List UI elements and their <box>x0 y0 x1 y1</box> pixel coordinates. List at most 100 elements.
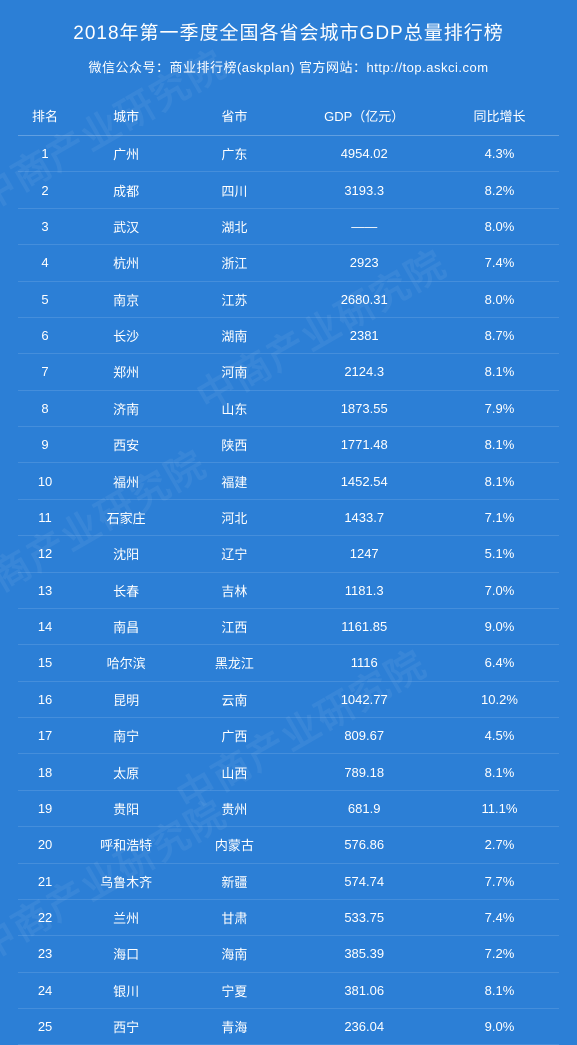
cell-gdp: 1433.7 <box>288 499 439 535</box>
cell-rank: 13 <box>18 572 72 608</box>
cell-province: 青海 <box>180 1009 288 1045</box>
cell-city: 南昌 <box>72 608 180 644</box>
col-header-rank: 排名 <box>18 96 72 136</box>
cell-rank: 3 <box>18 208 72 244</box>
cell-city: 沈阳 <box>72 536 180 572</box>
cell-growth: 9.0% <box>440 1009 559 1045</box>
table-row: 25西宁青海236.049.0% <box>18 1009 559 1045</box>
cell-gdp: 1452.54 <box>288 463 439 499</box>
cell-rank: 6 <box>18 317 72 353</box>
cell-city: 兰州 <box>72 899 180 935</box>
cell-growth: 8.1% <box>440 754 559 790</box>
cell-growth: 8.1% <box>440 427 559 463</box>
cell-rank: 15 <box>18 645 72 681</box>
cell-growth: 7.9% <box>440 390 559 426</box>
cell-province: 云南 <box>180 681 288 717</box>
cell-province: 新疆 <box>180 863 288 899</box>
cell-province: 甘肃 <box>180 899 288 935</box>
cell-city: 昆明 <box>72 681 180 717</box>
cell-rank: 5 <box>18 281 72 317</box>
table-row: 9西安陕西1771.488.1% <box>18 427 559 463</box>
cell-province: 四川 <box>180 172 288 208</box>
cell-growth: 4.3% <box>440 136 559 172</box>
cell-rank: 25 <box>18 1009 72 1045</box>
cell-gdp: 1247 <box>288 536 439 572</box>
cell-province: 浙江 <box>180 245 288 281</box>
cell-province: 贵州 <box>180 790 288 826</box>
cell-province: 河北 <box>180 499 288 535</box>
cell-rank: 9 <box>18 427 72 463</box>
table-row: 23海口海南385.397.2% <box>18 936 559 972</box>
cell-growth: 7.0% <box>440 572 559 608</box>
table-header-row: 排名 城市 省市 GDP（亿元） 同比增长 <box>18 96 559 136</box>
cell-gdp: —— <box>288 208 439 244</box>
cell-rank: 12 <box>18 536 72 572</box>
ranking-table: 排名 城市 省市 GDP（亿元） 同比增长 1广州广东4954.024.3%2成… <box>18 96 559 1045</box>
table-row: 10福州福建1452.548.1% <box>18 463 559 499</box>
cell-growth: 7.7% <box>440 863 559 899</box>
cell-city: 长沙 <box>72 317 180 353</box>
cell-city: 武汉 <box>72 208 180 244</box>
table-row: 5南京江苏2680.318.0% <box>18 281 559 317</box>
cell-gdp: 576.86 <box>288 827 439 863</box>
col-header-province: 省市 <box>180 96 288 136</box>
table-row: 13长春吉林1181.37.0% <box>18 572 559 608</box>
cell-growth: 5.1% <box>440 536 559 572</box>
cell-gdp: 1181.3 <box>288 572 439 608</box>
cell-city: 成都 <box>72 172 180 208</box>
cell-growth: 7.4% <box>440 245 559 281</box>
cell-rank: 14 <box>18 608 72 644</box>
cell-growth: 8.0% <box>440 208 559 244</box>
cell-growth: 8.7% <box>440 317 559 353</box>
cell-growth: 11.1% <box>440 790 559 826</box>
cell-province: 湖北 <box>180 208 288 244</box>
cell-city: 长春 <box>72 572 180 608</box>
cell-province: 山西 <box>180 754 288 790</box>
cell-city: 杭州 <box>72 245 180 281</box>
cell-province: 江西 <box>180 608 288 644</box>
cell-province: 山东 <box>180 390 288 426</box>
cell-city: 石家庄 <box>72 499 180 535</box>
table-row: 4杭州浙江29237.4% <box>18 245 559 281</box>
table-row: 22兰州甘肃533.757.4% <box>18 899 559 935</box>
cell-province: 福建 <box>180 463 288 499</box>
cell-growth: 9.0% <box>440 608 559 644</box>
table-row: 20呼和浩特内蒙古576.862.7% <box>18 827 559 863</box>
table-row: 6长沙湖南23818.7% <box>18 317 559 353</box>
subtitle-prefix: 微信公众号：商业排行榜(askplan) <box>88 60 294 75</box>
cell-gdp: 385.39 <box>288 936 439 972</box>
cell-rank: 4 <box>18 245 72 281</box>
table-row: 12沈阳辽宁12475.1% <box>18 536 559 572</box>
cell-province: 吉林 <box>180 572 288 608</box>
table-row: 15哈尔滨黑龙江11166.4% <box>18 645 559 681</box>
cell-province: 广西 <box>180 718 288 754</box>
cell-rank: 16 <box>18 681 72 717</box>
cell-gdp: 4954.02 <box>288 136 439 172</box>
cell-province: 湖南 <box>180 317 288 353</box>
subtitle-site-label: 官方网站： <box>299 60 367 75</box>
cell-rank: 24 <box>18 972 72 1008</box>
cell-province: 河南 <box>180 354 288 390</box>
table-row: 8济南山东1873.557.9% <box>18 390 559 426</box>
cell-province: 江苏 <box>180 281 288 317</box>
cell-rank: 20 <box>18 827 72 863</box>
table-row: 2成都四川3193.38.2% <box>18 172 559 208</box>
cell-gdp: 3193.3 <box>288 172 439 208</box>
cell-growth: 7.2% <box>440 936 559 972</box>
cell-province: 陕西 <box>180 427 288 463</box>
page-subtitle: 微信公众号：商业排行榜(askplan) 官方网站：http://top.ask… <box>10 57 567 76</box>
subtitle-site-url: http://top.askci.com <box>367 60 489 75</box>
cell-growth: 8.1% <box>440 354 559 390</box>
table-row: 17南宁广西809.674.5% <box>18 718 559 754</box>
cell-growth: 8.2% <box>440 172 559 208</box>
cell-province: 广东 <box>180 136 288 172</box>
cell-growth: 7.4% <box>440 899 559 935</box>
cell-city: 南宁 <box>72 718 180 754</box>
col-header-city: 城市 <box>72 96 180 136</box>
cell-gdp: 1771.48 <box>288 427 439 463</box>
cell-rank: 22 <box>18 899 72 935</box>
cell-growth: 8.1% <box>440 972 559 1008</box>
cell-rank: 1 <box>18 136 72 172</box>
cell-gdp: 2680.31 <box>288 281 439 317</box>
cell-city: 海口 <box>72 936 180 972</box>
